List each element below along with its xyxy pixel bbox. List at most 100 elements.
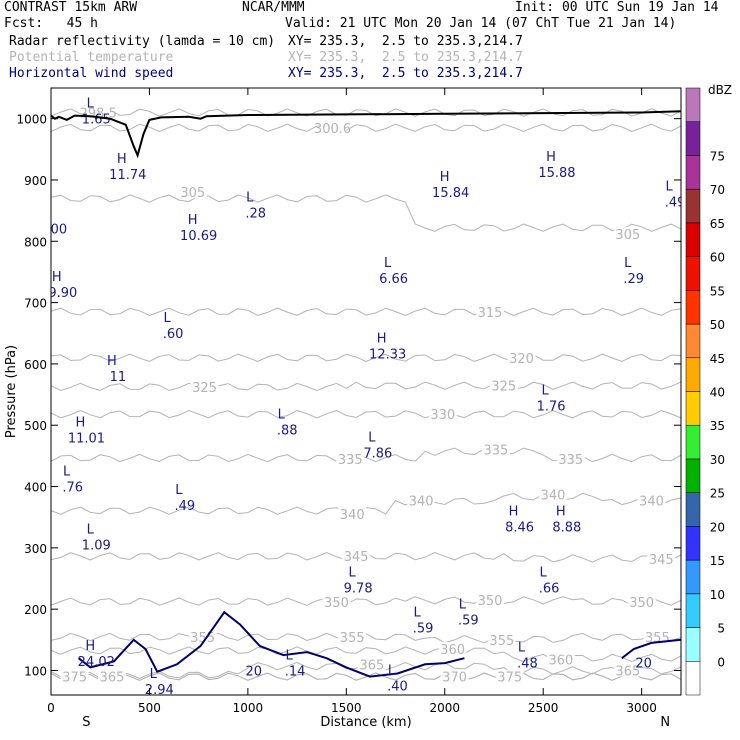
colorbar-swatch-14 xyxy=(685,188,701,224)
theta-label-bg-0 xyxy=(60,669,89,683)
theta-label-12: 350 xyxy=(324,596,349,611)
theta-label-bg-28 xyxy=(476,304,505,318)
forecast-hour: Fcst: 45 h xyxy=(4,16,98,31)
y-tick-label-200: 200 xyxy=(24,603,47,617)
colorbar-swatch-8 xyxy=(685,391,701,426)
theta-label-bg-6 xyxy=(438,642,467,656)
wind-extremum-type-8: L xyxy=(459,598,467,613)
colorbar-label-55: 55 xyxy=(710,284,725,298)
wind-extremum-type-22: L xyxy=(163,311,171,326)
colorbar-swatch-2 xyxy=(685,593,701,628)
y-tick-label-400: 400 xyxy=(24,481,47,495)
theta-label-bg-13 xyxy=(476,592,505,606)
theta-label-16: 345 xyxy=(649,553,674,568)
colorbar-label-5: 5 xyxy=(717,622,725,636)
y-tick-label-900: 900 xyxy=(24,174,47,188)
theta-contour-350 xyxy=(51,596,681,606)
theta-contour-330 xyxy=(51,409,681,419)
theta-label-bg-9 xyxy=(338,629,367,643)
field-wind-xy: XY= 235.3, 2.5 to 235.3,214.7 xyxy=(288,66,523,81)
theta-label-bg-17 xyxy=(338,507,367,521)
theta-label-bg-22 xyxy=(481,442,510,456)
colorbar-swatch-13 xyxy=(685,222,701,257)
wind-label-17: 11.01 xyxy=(68,431,105,446)
wind-extremum-type-3: L xyxy=(286,648,294,663)
field-reflectivity: Radar reflectivity (lamda = 10 cm) xyxy=(9,34,276,49)
y-axis-label: Pressure (hPa) xyxy=(4,345,19,438)
theta-contour-305 xyxy=(51,194,681,232)
wind-label-29: .49 xyxy=(665,195,686,210)
y-tick-label-800: 800 xyxy=(24,235,47,249)
theta-label-bg-10 xyxy=(487,632,516,646)
wind-label-4: .40 xyxy=(387,680,408,695)
theta-label-bg-3 xyxy=(495,669,524,683)
wind-extremum-type-21: H xyxy=(377,331,387,346)
wind-label-9: 9.78 xyxy=(344,582,373,597)
x-tick-label-2000: 2000 xyxy=(429,701,460,715)
theta-label-20: 340 xyxy=(639,495,664,510)
wind-extremum-type-16: L xyxy=(368,431,376,446)
end-label-left: S xyxy=(82,715,90,730)
wind-label-28: .28 xyxy=(245,206,266,221)
wind-extremum-type-30: H xyxy=(440,170,450,185)
wind-label-10: .66 xyxy=(539,582,560,597)
wind-label-18: .88 xyxy=(277,423,298,438)
wind-extremum-type-17: H xyxy=(76,415,86,430)
theta-label-bg-15 xyxy=(342,548,371,562)
field-theta: Potential temperature xyxy=(9,50,174,65)
theta-label-bg-4 xyxy=(357,657,386,671)
colorbar-label-25: 25 xyxy=(710,487,725,501)
x-tick-label-500: 500 xyxy=(138,701,161,715)
theta-label-9: 355 xyxy=(340,631,365,646)
theta-label-bg-25 xyxy=(190,380,219,394)
wind-contour-20-east xyxy=(621,638,681,659)
wind-extremum-type-20: H xyxy=(107,354,117,369)
wind-extremum-type-28: L xyxy=(246,190,254,205)
theta-label-bg-5 xyxy=(613,663,642,677)
wind-label-19: 1.76 xyxy=(537,400,566,415)
theta-contour-298.5 xyxy=(51,108,681,117)
colorbar-label-60: 60 xyxy=(710,251,725,265)
theta-label-bg-1 xyxy=(98,669,127,683)
theta-label-0: 375 xyxy=(62,671,87,686)
colorbar-label-50: 50 xyxy=(710,318,725,332)
wind-label-30: 15.84 xyxy=(432,186,469,201)
wind-extremum-type-7: L xyxy=(413,605,421,620)
theta-label-19: 340 xyxy=(541,489,566,504)
wind-label-3: .14 xyxy=(285,664,306,679)
theta-label-15: 345 xyxy=(344,550,369,565)
wind-label-14: .49 xyxy=(175,499,196,514)
wind-label-0: 2.94 xyxy=(145,683,174,698)
wind-extremum-type-15: L xyxy=(63,464,71,479)
theta-label-22: 335 xyxy=(484,444,509,459)
colorbar-label-45: 45 xyxy=(710,352,725,366)
wind-label-27: 10.69 xyxy=(180,229,217,244)
wind-label-6: 20 xyxy=(635,656,652,671)
theta-label-bg-12 xyxy=(322,594,351,608)
wind-extremum-type-27: H xyxy=(188,213,198,228)
theta-contour-325 xyxy=(51,381,681,392)
colorbar-swatch-3 xyxy=(685,559,701,595)
x-tick-label-0: 0 xyxy=(47,701,55,715)
field-theta-xy: XY= 235.3, 2.5 to 235.3,214.7 xyxy=(288,50,523,65)
theta-label-bg-19 xyxy=(539,487,568,501)
theta-label-10: 355 xyxy=(489,634,514,649)
theta-label-6: 360 xyxy=(440,643,465,658)
theta-label-14: 350 xyxy=(629,596,654,611)
wind-label-13: 8.88 xyxy=(552,520,581,535)
wind-label-8: .59 xyxy=(458,614,479,629)
theta-label-bg-2 xyxy=(440,669,469,683)
wind-extremum-type-14: L xyxy=(175,483,183,498)
wind-extremum-type-23: H xyxy=(52,270,62,285)
theta-label-bg-27 xyxy=(507,350,536,364)
y-tick-label-100: 100 xyxy=(24,664,47,678)
wind-extremum-type-25: L xyxy=(624,256,632,271)
colorbar-swatch-12 xyxy=(685,256,701,291)
terrain-line xyxy=(51,110,681,159)
theta-contour-360 xyxy=(51,646,681,663)
theta-label-1: 365 xyxy=(100,671,125,686)
theta-label-bg-16 xyxy=(647,551,676,565)
colorbar-swatch-16 xyxy=(685,121,701,156)
theta-label-bg-32 xyxy=(84,105,113,119)
